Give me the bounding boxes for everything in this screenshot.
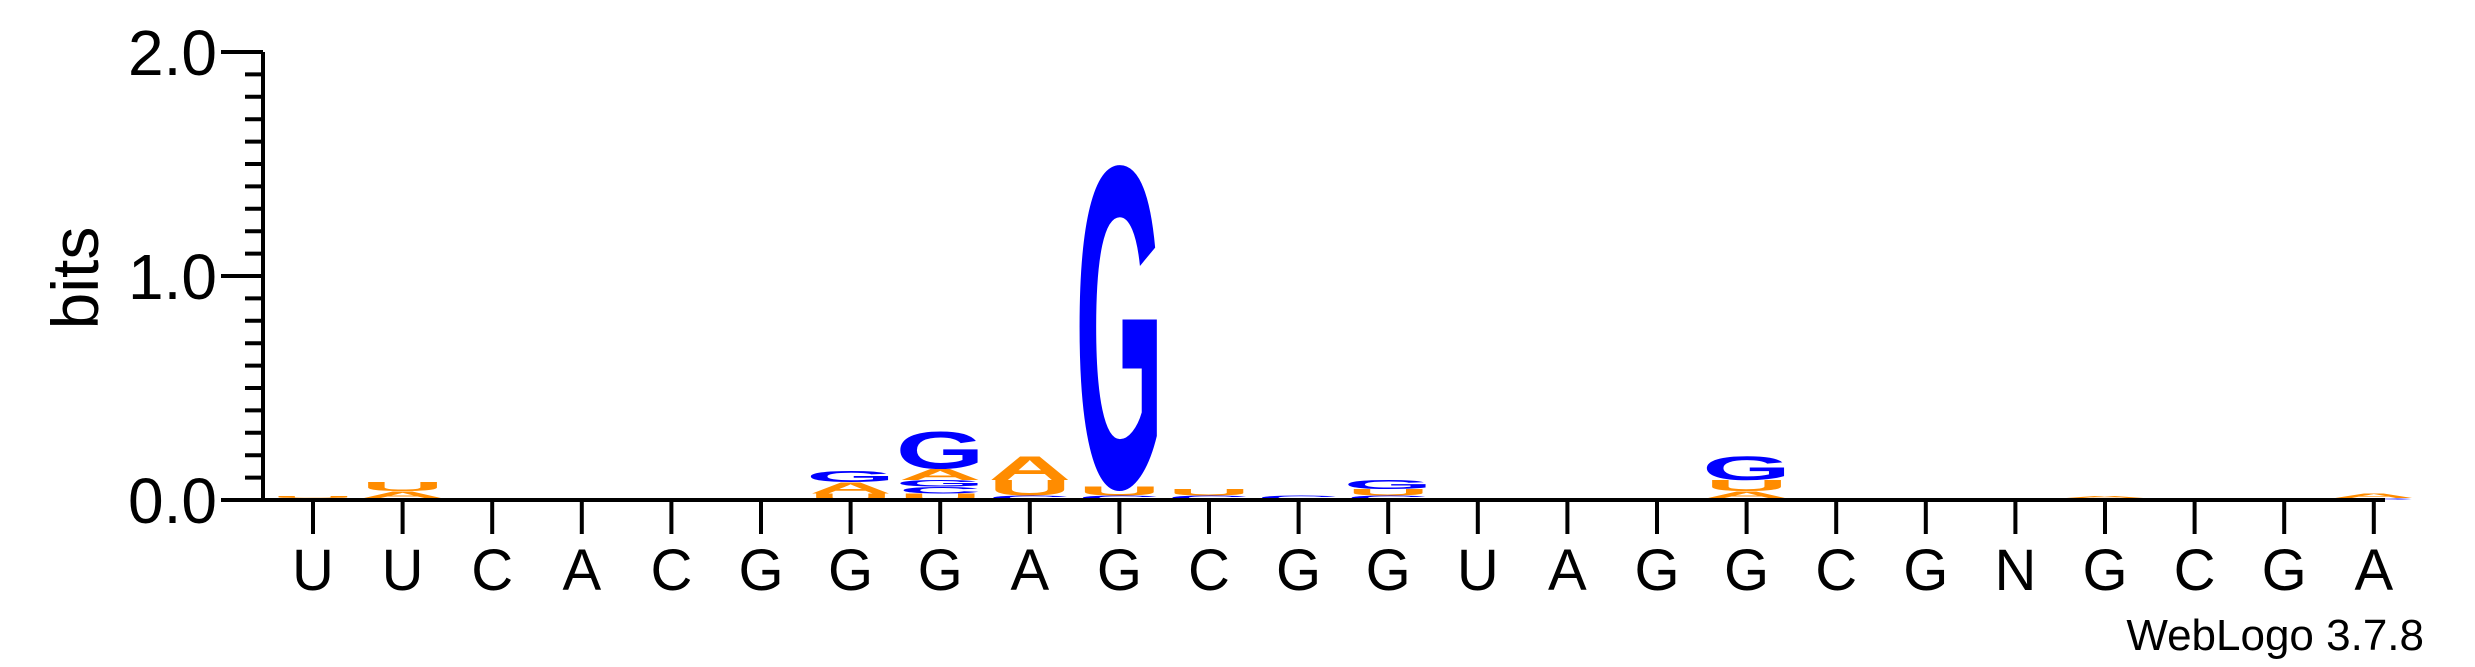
x-tick-label: G [2262, 538, 2307, 603]
logo-letter-u: U [1705, 477, 1788, 494]
x-tick-label: G [918, 538, 963, 603]
logo-letter-u: U [1347, 487, 1430, 497]
logo-letter-g: G [1702, 449, 1791, 487]
logo-letter-a: A [1705, 489, 1788, 499]
x-tick-label: G [828, 538, 873, 603]
logo-letter-u: U [988, 476, 1071, 500]
logo-letter-g: G [896, 478, 985, 488]
x-tick-label: G [1366, 538, 1411, 603]
logo-letter-a: A [361, 489, 444, 499]
logo-letter-c: C [1168, 494, 1251, 501]
weblogo-credit: WebLogo 3.7.8 [2126, 611, 2424, 660]
x-tick-label: G [1903, 538, 1948, 603]
logo-letter-u: U [809, 492, 892, 502]
x-tick-label: G [1634, 538, 1679, 603]
x-tick-label: A [1010, 538, 1049, 603]
x-tick-label: U [382, 538, 424, 603]
logo-letter-u: U [1168, 487, 1251, 497]
x-tick-label: C [2174, 538, 2216, 603]
y-axis-label: bits [38, 227, 112, 330]
x-tick-label: N [1994, 538, 2036, 603]
logo-letter-a: A [988, 449, 1071, 487]
x-tick-label: G [1097, 538, 1142, 603]
logo-letter-g: G [806, 468, 895, 485]
x-tick-label: A [2354, 538, 2393, 603]
x-tick-label: A [1548, 538, 1587, 603]
x-tick-label: C [650, 538, 692, 603]
y-tick-label: 2.0 [128, 17, 217, 89]
y-tick-label: 1.0 [128, 241, 217, 313]
logo-letter-u: U [1078, 484, 1161, 498]
x-tick-label: G [738, 538, 783, 603]
logo-letter-c: C [1347, 494, 1430, 501]
x-tick-label: G [1276, 538, 1321, 603]
logo-letter-u: U [272, 495, 355, 498]
logo-letter-a: A [899, 466, 982, 483]
x-tick-label: G [1724, 538, 1769, 603]
letter-stacks: AUGAUGUAGUCGAGCUACUGCUCCUGACAUGUCACA [272, 71, 2415, 586]
logo-letter-u: U [899, 492, 982, 502]
logo-letter-u: U [361, 480, 444, 494]
logo-letter-c: C [988, 494, 1071, 501]
x-tick-label: C [471, 538, 513, 603]
logo-letter-c: C [1078, 494, 1161, 501]
logo-letter-a: A [809, 479, 892, 496]
logo-letter-a: A [2332, 492, 2415, 499]
x-tick-label: A [562, 538, 601, 603]
logo-letter-g: G [1344, 478, 1433, 492]
axes [221, 50, 2385, 534]
y-axis-tick-labels: 0.0 1.0 2.0 [128, 17, 217, 537]
x-tick-label: G [2082, 538, 2127, 603]
x-tick-label: C [1188, 538, 1230, 603]
logo-letter-c: C [899, 485, 982, 495]
x-tick-label: C [1815, 538, 1857, 603]
y-tick-label: 0.0 [128, 465, 217, 537]
logo-letter-g: G [896, 421, 985, 480]
x-tick-label: U [1457, 538, 1499, 603]
x-tick-label: U [292, 538, 334, 603]
logo-letter-a: A [2064, 495, 2147, 498]
logo-letter-c: C [1257, 494, 1340, 501]
